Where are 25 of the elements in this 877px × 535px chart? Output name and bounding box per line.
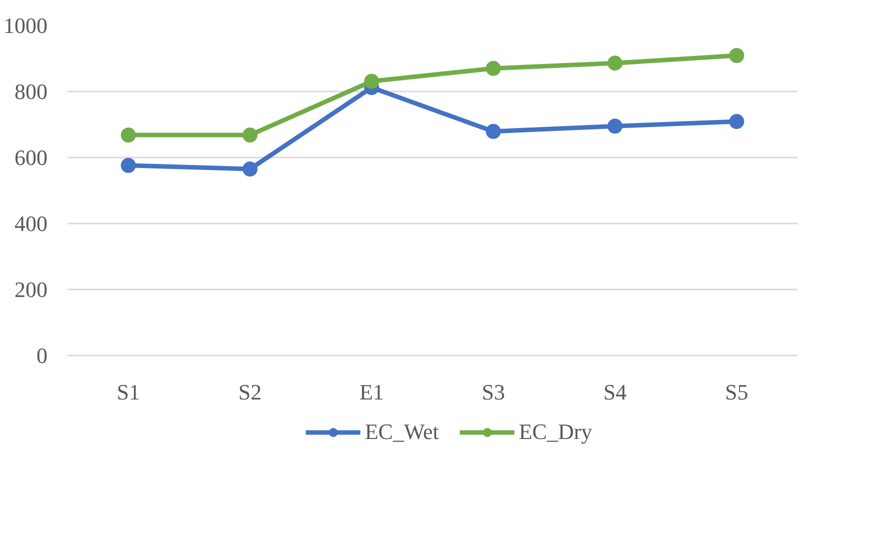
legend-label: EC_Dry: [518, 419, 592, 445]
y-tick-label: 600: [14, 145, 48, 170]
x-tick-label: S5: [725, 380, 748, 404]
point: [729, 114, 744, 130]
x-tick-label: E1: [359, 380, 384, 404]
y-tick-label: 0: [36, 343, 48, 368]
x-tick-label: S1: [116, 380, 140, 404]
point: [486, 60, 501, 76]
y-tick-label: 200: [14, 277, 48, 302]
point: [242, 128, 258, 143]
point: [486, 124, 501, 139]
legend-label: EC_Wet: [364, 419, 439, 445]
point: [364, 74, 380, 89]
point: [729, 48, 744, 64]
x-tick-label: S3: [482, 380, 505, 404]
x-tick-label: S4: [603, 380, 627, 404]
point: [242, 162, 258, 177]
x-tick-label: S2: [238, 380, 262, 404]
point: [608, 56, 622, 71]
point: [120, 158, 136, 173]
point: [120, 128, 136, 143]
point: [608, 118, 622, 134]
y-tick-label: 1000: [4, 13, 48, 38]
y-tick-label: 800: [14, 79, 48, 104]
y-tick-label: 400: [14, 211, 48, 236]
